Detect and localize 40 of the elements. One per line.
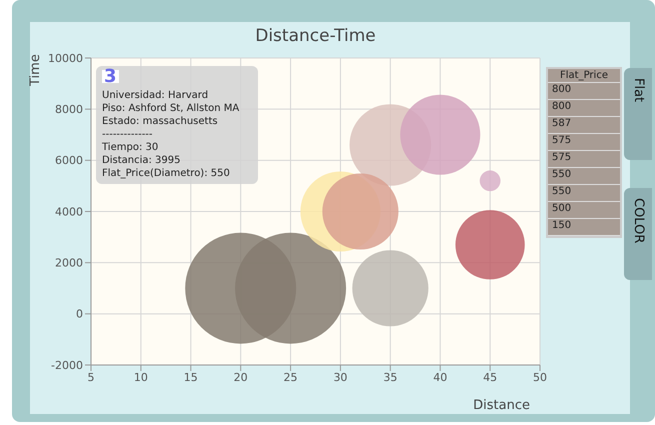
text: COLOR [631,198,646,244]
y-tick-label: 4000 [55,205,83,218]
x-tick-label: 10 [134,370,148,384]
y-tick-label: -2000 [51,358,83,372]
x-tick-label: 40 [433,370,448,384]
annotation: Estado: massachusetts [102,115,219,128]
text: 575 [548,134,620,151]
y-tick-label: 8000 [55,103,83,116]
x-tick-label: 50 [533,370,547,384]
annotation: 3 [103,66,118,87]
x-tick-label: 45 [483,370,498,384]
y-axis-title: Time [28,54,43,86]
y-tick-label: 10000 [48,52,83,65]
annotation: -------------- [102,128,154,141]
x-tick-label: 5 [88,370,94,384]
annotation: Piso: Ashford St, Allston MA [102,102,240,115]
annotation: Tiempo: 30 [102,141,160,154]
text: 550 [548,185,620,202]
y-tick-label: 2000 [55,256,83,270]
x-tick-label: 20 [234,370,248,384]
y-tick-label: 0 [76,308,83,321]
annotation: Flat_Price(Diametro): 550 [102,167,231,180]
x-tick-label: 15 [184,370,198,384]
annotation: Universidad: Harvard [102,89,210,102]
text: 150 [548,219,620,236]
y-tick-label: 6000 [55,154,83,168]
x-axis-title: Distance [473,398,530,413]
text: 800 [548,100,620,117]
x-tick-label: 35 [383,370,398,384]
text: 575 [548,151,620,168]
x-tick-label: 25 [284,370,298,384]
text: 500 [548,202,620,219]
chart-title: Distance-Time [254,26,377,46]
annotation: Distancia: 3995 [102,154,182,167]
x-tick-label: 30 [333,370,348,384]
text: 587 [548,117,620,134]
text: 550 [548,168,620,185]
text: Flat_Price [548,69,620,83]
text: 800 [548,83,620,100]
text: Flat [631,78,646,102]
